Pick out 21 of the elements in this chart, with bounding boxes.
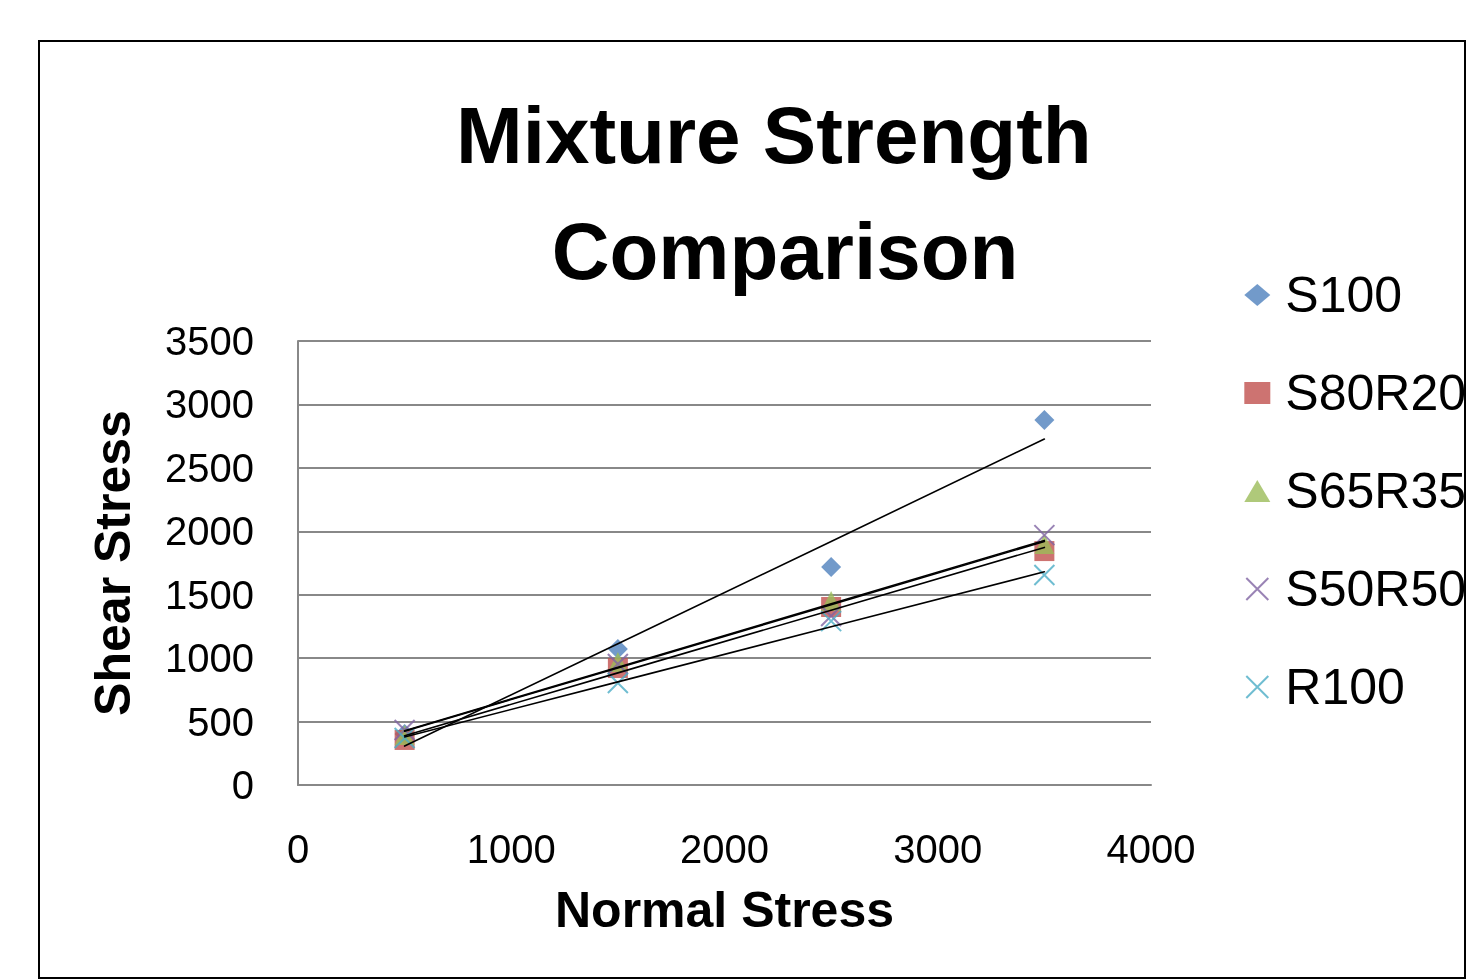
- chart-title: Mixture Strength Comparison: [456, 90, 1114, 296]
- y-tick-label: 2000: [165, 509, 254, 554]
- y-tick-label: 0: [231, 763, 254, 807]
- y-tick-label: 500: [187, 699, 254, 744]
- y-axis-title: Shear Stress: [85, 410, 141, 716]
- legend-label: S100: [1285, 267, 1403, 323]
- x-tick-label: 3000: [893, 827, 983, 871]
- legend-label: S65R35: [1285, 463, 1466, 519]
- legend-label: S80R20: [1285, 365, 1466, 421]
- x-tick-label: 0: [286, 827, 310, 871]
- x-tick-label: 4000: [1106, 827, 1196, 871]
- y-tick-label: 1000: [165, 636, 254, 681]
- y-tick-label: 3500: [165, 319, 254, 363]
- legend-label: S50R50: [1285, 561, 1466, 617]
- y-tick-label: 1500: [165, 572, 254, 617]
- x-axis-title: Normal Stress: [554, 882, 895, 938]
- y-tick-label: 3000: [165, 382, 254, 427]
- x-tick-label: 1000: [466, 827, 556, 871]
- x-tick-label: 2000: [680, 827, 769, 871]
- y-tick-label: 2500: [165, 445, 254, 490]
- legend-label: R100: [1285, 659, 1405, 715]
